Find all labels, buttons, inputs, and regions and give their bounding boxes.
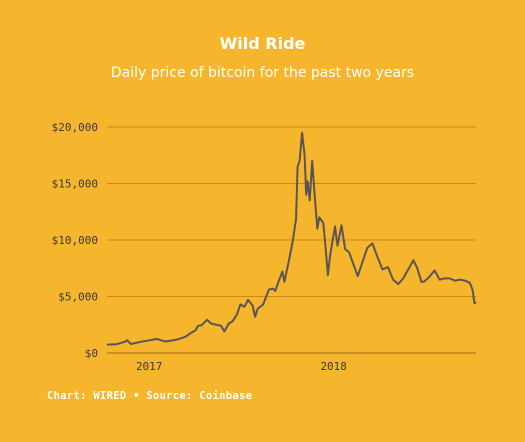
- x-tick-label: 2018: [320, 360, 347, 373]
- y-tick-label: $20,000: [52, 121, 98, 134]
- chart-subtitle: Daily price of bitcoin for the past two …: [110, 65, 415, 81]
- y-tick-label: $0: [85, 347, 98, 360]
- price-line-series-0: [106, 131, 477, 346]
- y-tick-label: $15,000: [52, 178, 98, 191]
- y-tick-label: $10,000: [52, 234, 98, 247]
- series-layer: [106, 131, 477, 346]
- source-note: Chart: WIRED • Source: Coinbase: [47, 390, 253, 402]
- y-tick-label: $5,000: [58, 291, 98, 304]
- x-axis-tick-labels: 2017 2018: [136, 360, 347, 373]
- chart-title: Wild Ride: [219, 34, 306, 53]
- grid-lines: [107, 126, 476, 354]
- y-axis-tick-labels: $0 $5,000 $10,000 $15,000 $20,000: [52, 121, 98, 360]
- x-tick-label: 2017: [136, 360, 163, 373]
